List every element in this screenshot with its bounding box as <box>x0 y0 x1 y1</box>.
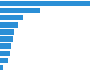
Bar <box>0 65 3 70</box>
Bar <box>0 29 14 35</box>
Bar <box>0 15 22 20</box>
Bar <box>0 51 10 56</box>
Bar <box>0 36 12 42</box>
Bar <box>0 22 18 28</box>
Bar <box>0 58 8 63</box>
Bar <box>0 43 11 49</box>
Bar <box>0 8 40 13</box>
Bar <box>0 1 90 6</box>
